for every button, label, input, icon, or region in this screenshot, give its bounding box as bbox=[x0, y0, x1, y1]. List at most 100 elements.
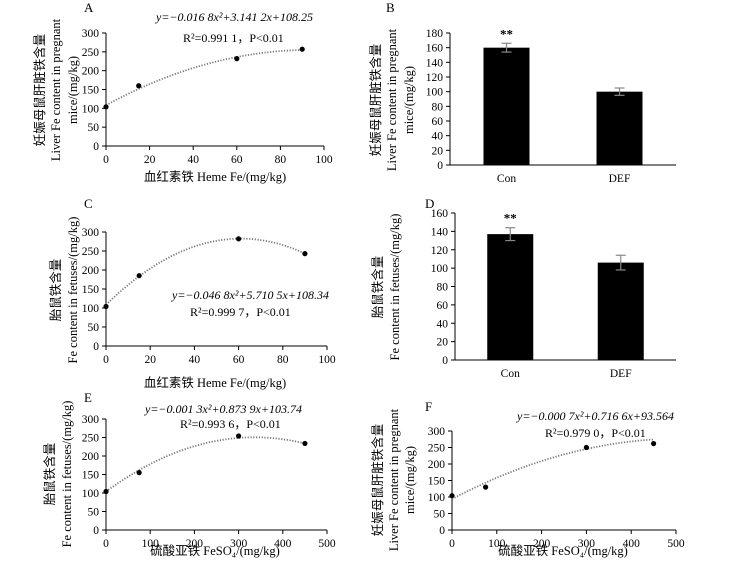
y-tick-label: 160 bbox=[426, 43, 444, 55]
y-tick-label: 250 bbox=[428, 443, 446, 455]
x-tick-label: 200 bbox=[186, 538, 204, 550]
x-tick-label: 0 bbox=[449, 538, 455, 550]
fit-equation: y=−0.001 3x²+0.873 9x+103.74 bbox=[144, 402, 302, 416]
panel-letter: B bbox=[386, 0, 395, 15]
category-label: DEF bbox=[610, 368, 632, 380]
y-axis-title-en: mice/(mg/kg) bbox=[66, 56, 80, 124]
y-tick-label: 300 bbox=[82, 227, 100, 239]
y-tick-label: 300 bbox=[428, 426, 446, 438]
y-tick-label: 50 bbox=[88, 322, 100, 334]
y-tick-label: 0 bbox=[93, 141, 99, 153]
category-label: Con bbox=[497, 173, 516, 185]
y-tick-label: 20 bbox=[432, 145, 444, 157]
x-tick-label: 500 bbox=[667, 538, 685, 550]
y-tick-label: 300 bbox=[82, 414, 100, 426]
y-axis-title-en: Liver Fe content in pregnant bbox=[387, 408, 401, 551]
y-tick-label: 160 bbox=[431, 208, 449, 220]
y-tick-label: 100 bbox=[426, 87, 444, 99]
fit-curve bbox=[451, 438, 654, 500]
data-point bbox=[302, 251, 308, 257]
y-tick-label: 40 bbox=[437, 318, 449, 330]
panel-letter: C bbox=[84, 196, 93, 211]
y-axis-title-cn: 妊娠母鼠肝脏铁含量 bbox=[370, 424, 385, 537]
y-tick-label: 100 bbox=[82, 488, 100, 500]
y-tick-label: 250 bbox=[82, 246, 100, 258]
y-axis-title-cn: 胎鼠铁含量 bbox=[48, 259, 63, 322]
x-tick-label: 60 bbox=[233, 354, 245, 366]
x-tick-label: 80 bbox=[277, 354, 289, 366]
y-tick-label: 200 bbox=[428, 459, 446, 471]
y-tick-label: 120 bbox=[431, 245, 449, 257]
y-tick-label: 80 bbox=[437, 282, 449, 294]
y-tick-label: 0 bbox=[93, 525, 99, 537]
y-tick-label: 250 bbox=[82, 433, 100, 445]
y-tick-label: 200 bbox=[82, 265, 100, 277]
data-point bbox=[234, 56, 240, 62]
panel-d: D 0 20 40 60 80 100 120 140 160 胎鼠铁含量 Fe content in… bbox=[370, 196, 676, 380]
x-axis-title: 硫酸亚铁 FeSO₄/(mg/kg) bbox=[150, 543, 280, 558]
y-axis-title-en: Fe content in fetuses/(mg/kg) bbox=[388, 214, 402, 361]
y-axis-title-en: mice/(mg/kg) bbox=[402, 66, 416, 134]
x-axis-title: 硫酸亚铁 FeSO₄/(mg/kg) bbox=[498, 543, 628, 558]
y-tick-label: 40 bbox=[432, 131, 444, 143]
y-tick-label: 0 bbox=[93, 341, 99, 353]
y-tick-label: 200 bbox=[82, 66, 100, 78]
y-tick-label: 100 bbox=[431, 263, 449, 275]
x-tick-label: 100 bbox=[142, 538, 160, 550]
fit-equation: y=−0.000 7x²+0.716 6x+93.564 bbox=[516, 409, 674, 423]
y-tick-label: 200 bbox=[82, 451, 100, 463]
data-point bbox=[103, 303, 109, 310]
category-label: Con bbox=[501, 368, 520, 380]
x-tick-label: 40 bbox=[189, 354, 201, 366]
y-tick-label: 80 bbox=[432, 101, 444, 113]
panel-letter: A bbox=[84, 0, 94, 15]
x-tick-label: 80 bbox=[275, 154, 287, 166]
data-point bbox=[136, 470, 142, 476]
fit-curve bbox=[105, 237, 306, 306]
y-tick-label: 50 bbox=[434, 509, 446, 521]
x-tick-label: 60 bbox=[231, 154, 243, 166]
y-axis-title-en: Fe content in fetuses/(mg/kg) bbox=[66, 217, 80, 364]
y-tick-label: 250 bbox=[82, 47, 100, 59]
significance-marker: ** bbox=[500, 26, 513, 41]
y-axis-title-cn: 妊娠母鼠肝脏铁含量 bbox=[32, 34, 47, 147]
x-tick-label: 200 bbox=[533, 538, 551, 550]
y-tick-label: 0 bbox=[437, 160, 443, 172]
data-point bbox=[136, 273, 142, 279]
significance-marker: ** bbox=[504, 211, 517, 226]
y-tick-label: 50 bbox=[88, 507, 100, 519]
data-point bbox=[136, 83, 142, 89]
y-axis-title-cn: 胎鼠铁含量 bbox=[42, 443, 57, 506]
x-tick-label: 100 bbox=[315, 154, 333, 166]
fit-curve bbox=[105, 49, 303, 106]
data-point bbox=[299, 46, 305, 52]
x-tick-label: 20 bbox=[144, 354, 156, 366]
y-tick-label: 150 bbox=[82, 284, 100, 296]
data-point bbox=[583, 444, 590, 451]
fit-equation: y=−0.016 8x²+3.141 2x+108.25 bbox=[155, 10, 313, 24]
x-tick-label: 0 bbox=[103, 538, 109, 550]
y-axis-title-en: Liver Fe content in pregnant bbox=[49, 18, 63, 161]
x-tick-label: 20 bbox=[144, 154, 156, 166]
data-point bbox=[651, 440, 657, 447]
x-tick-label: 0 bbox=[103, 354, 109, 366]
y-tick-label: 150 bbox=[82, 470, 100, 482]
panel-b: B 0 20 40 60 80 100 120 140 160 180 妊娠母鼠肝脏铁含量 Liver … bbox=[368, 0, 676, 185]
x-axis-title: 血红素铁 Heme Fe/(mg/kg) bbox=[144, 375, 286, 390]
x-tick-label: 40 bbox=[187, 154, 199, 166]
x-tick-label: 300 bbox=[230, 538, 248, 550]
x-tick-label: 500 bbox=[318, 538, 336, 550]
x-tick-label: 400 bbox=[623, 538, 641, 550]
y-tick-label: 20 bbox=[437, 337, 449, 349]
fit-equation: y=−0.046 8x²+5.710 5x+108.34 bbox=[171, 288, 329, 302]
y-tick-label: 100 bbox=[82, 303, 100, 315]
panel-letter: F bbox=[425, 399, 432, 414]
panel-letter: E bbox=[84, 390, 92, 405]
data-point bbox=[449, 493, 455, 499]
fit-statistics: R²=0.999 7，P<0.01 bbox=[190, 305, 291, 319]
y-tick-label: 100 bbox=[428, 492, 446, 504]
y-tick-label: 150 bbox=[82, 85, 100, 97]
panel-e: E 0 50 100 150 200 250 300 胎鼠铁含量 Fe content in fe… bbox=[42, 390, 336, 558]
